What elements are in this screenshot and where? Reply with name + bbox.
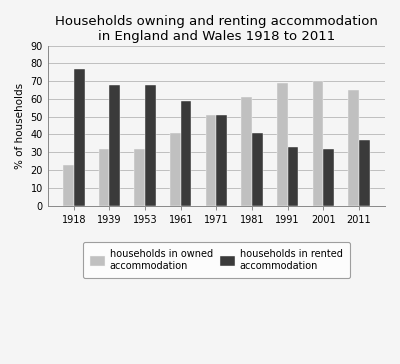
Bar <box>181 101 192 206</box>
Bar <box>359 140 370 206</box>
Bar <box>277 83 288 206</box>
Bar <box>252 132 263 206</box>
Bar <box>134 149 145 206</box>
Bar <box>74 69 84 206</box>
Bar <box>241 97 252 206</box>
Bar <box>348 90 359 206</box>
Bar <box>323 149 334 206</box>
Bar <box>216 115 227 206</box>
Bar <box>99 149 110 206</box>
Bar <box>313 81 323 206</box>
Bar <box>110 85 120 206</box>
Bar <box>170 132 181 206</box>
Legend: households in owned
accommodation, households in rented
accommodation: households in owned accommodation, house… <box>83 242 350 278</box>
Bar <box>206 115 216 206</box>
Y-axis label: % of households: % of households <box>15 83 25 169</box>
Bar <box>288 147 298 206</box>
Bar <box>63 165 74 206</box>
Title: Households owning and renting accommodation
in England and Wales 1918 to 2011: Households owning and renting accommodat… <box>55 15 378 43</box>
Bar <box>145 85 156 206</box>
